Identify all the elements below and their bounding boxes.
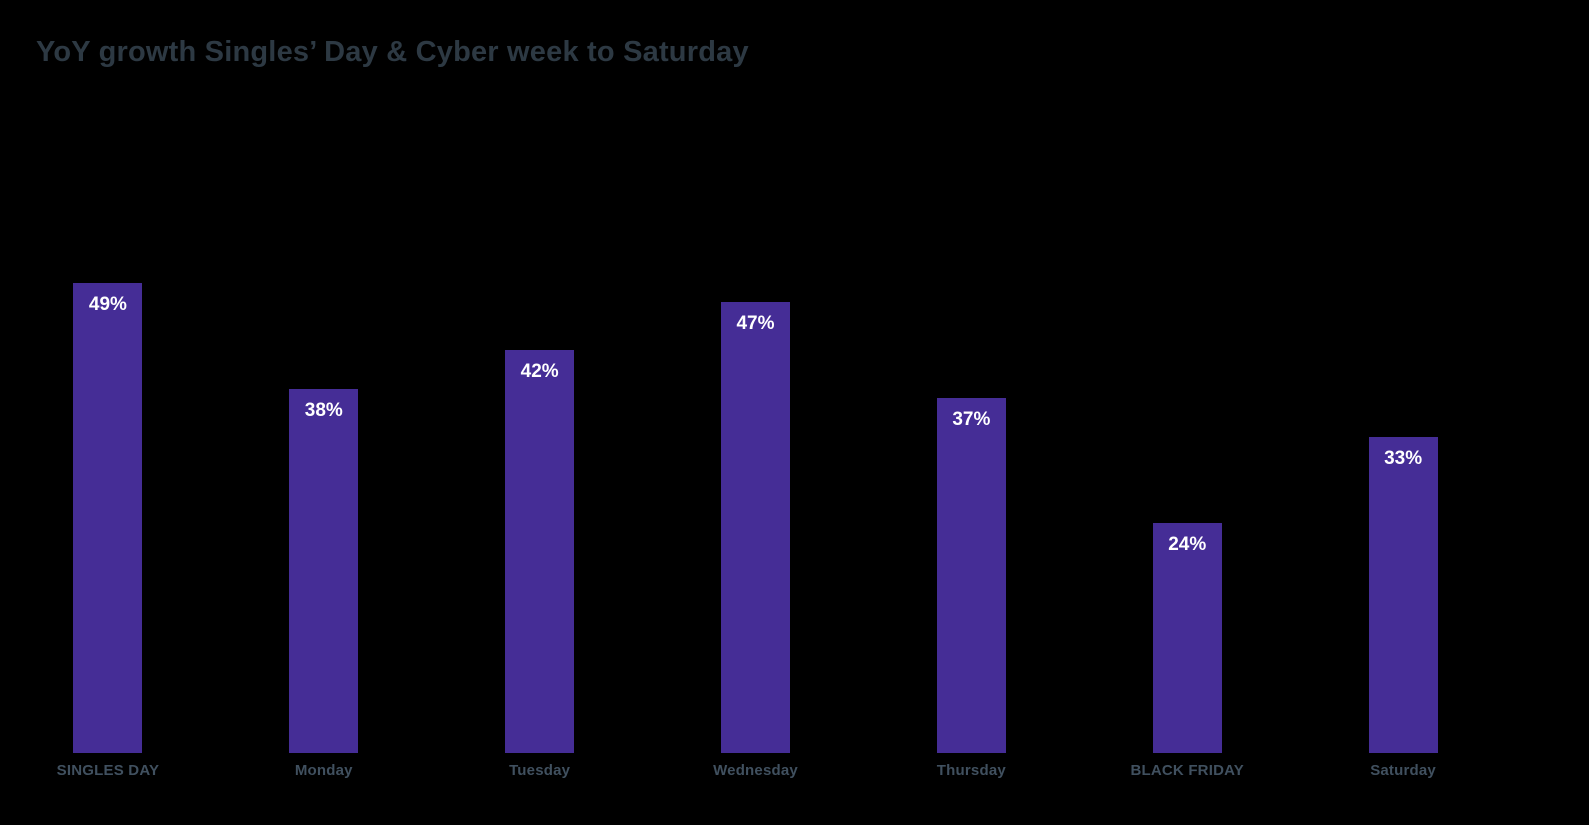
x-axis-label: Wednesday <box>713 762 798 779</box>
bar-area: 24% <box>1079 0 1295 753</box>
bar-column: 38% Monday <box>216 0 432 825</box>
bar-value-label: 47% <box>736 313 775 334</box>
bar: 24% <box>1152 523 1222 753</box>
bar: 42% <box>505 350 575 753</box>
bar-column: 42% Tuesday <box>432 0 648 825</box>
bar-column: 33% Saturday <box>1295 0 1511 825</box>
bar-value-label: 49% <box>88 294 127 315</box>
bar: 38% <box>289 389 359 753</box>
bar-value-label: 42% <box>520 361 559 382</box>
bar-area: 38% <box>216 0 432 753</box>
bar-area: 47% <box>648 0 864 753</box>
bar-column: 49% SINGLES DAY <box>0 0 216 825</box>
bar-area: 42% <box>432 0 648 753</box>
bar-area: 37% <box>863 0 1079 753</box>
bar-column: 37% Thursday <box>863 0 1079 825</box>
bar-column: 47% Wednesday <box>648 0 864 825</box>
x-axis-label: Tuesday <box>509 762 571 779</box>
bar: 33% <box>1368 437 1438 753</box>
plot-area: 49% SINGLES DAY 38% Monday 42% Tuesday 47% Wedn… <box>0 0 1511 825</box>
bar-value-label: 38% <box>304 400 343 421</box>
bar-area: 49% <box>0 0 216 753</box>
bar: 49% <box>73 283 143 753</box>
bar: 47% <box>721 302 790 753</box>
bar-value-label: 37% <box>952 409 991 430</box>
bar-value-label: 33% <box>1384 448 1423 469</box>
x-axis-label: BLACK FRIDAY <box>1130 762 1244 779</box>
chart-title: YoY growth Singles’ Day & Cyber week to … <box>36 36 749 68</box>
bar: 37% <box>936 398 1006 753</box>
x-axis-label: Monday <box>294 762 353 779</box>
bar-area: 33% <box>1295 0 1511 753</box>
x-axis-label: Saturday <box>1370 762 1436 779</box>
bar-column: 24% BLACK FRIDAY <box>1079 0 1295 825</box>
x-axis-label: SINGLES DAY <box>56 762 160 779</box>
x-axis-label: Thursday <box>936 762 1006 779</box>
bar-value-label: 24% <box>1168 534 1207 555</box>
